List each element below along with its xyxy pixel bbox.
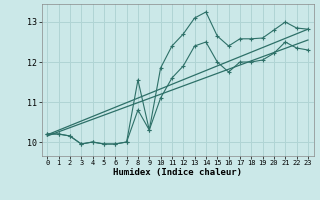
X-axis label: Humidex (Indice chaleur): Humidex (Indice chaleur) [113,168,242,177]
